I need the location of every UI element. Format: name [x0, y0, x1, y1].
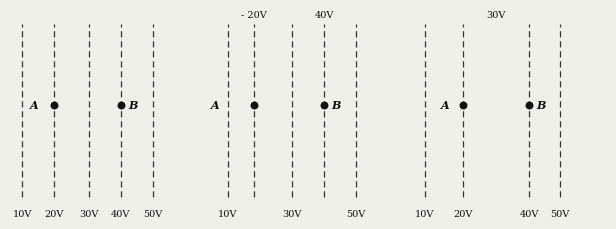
- Text: 10V: 10V: [218, 209, 237, 218]
- Text: B: B: [537, 100, 546, 111]
- Text: 50V: 50V: [144, 209, 163, 218]
- Text: - 20V: - 20V: [241, 11, 267, 20]
- Point: [49, 104, 59, 107]
- Point: [524, 104, 534, 107]
- Text: 30V: 30V: [282, 209, 302, 218]
- Text: 40V: 40V: [520, 209, 539, 218]
- Text: A: A: [440, 100, 449, 111]
- Text: A: A: [211, 100, 220, 111]
- Text: 50V: 50V: [347, 209, 366, 218]
- Text: 20V: 20V: [45, 209, 64, 218]
- Text: 40V: 40V: [111, 209, 131, 218]
- Point: [116, 104, 126, 107]
- Text: B: B: [128, 100, 137, 111]
- Point: [319, 104, 329, 107]
- Text: B: B: [331, 100, 341, 111]
- Text: 50V: 50V: [550, 209, 569, 218]
- Text: 10V: 10V: [12, 209, 32, 218]
- Text: A: A: [30, 100, 39, 111]
- Text: 30V: 30V: [487, 11, 506, 20]
- Text: 10V: 10V: [415, 209, 434, 218]
- Point: [458, 104, 468, 107]
- Point: [249, 104, 259, 107]
- Text: 30V: 30V: [79, 209, 99, 218]
- Text: 40V: 40V: [314, 11, 334, 20]
- Text: 20V: 20V: [453, 209, 472, 218]
